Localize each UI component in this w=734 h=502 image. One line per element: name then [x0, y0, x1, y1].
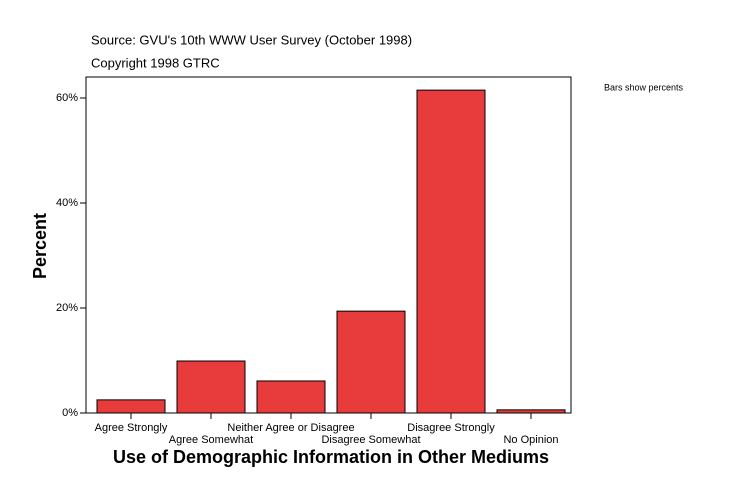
bar: [176, 360, 246, 414]
y-tick-label: 0%: [62, 407, 78, 419]
note: Bars show percents: [604, 82, 684, 92]
plot-frame: [85, 76, 572, 414]
copyright: Copyright 1998 GTRC: [91, 55, 220, 70]
bar: [256, 380, 326, 414]
x-tick-label: Disagree Strongly: [407, 422, 495, 434]
y-tick-label: 60%: [56, 92, 78, 104]
bar: [416, 89, 486, 414]
x-tick-label: Disagree Somewhat: [321, 434, 420, 446]
x-tick-label: Agree Strongly: [95, 422, 168, 434]
y-axis-title: Percent: [30, 213, 50, 279]
bar: [336, 310, 406, 414]
y-tick-label: 20%: [56, 302, 78, 314]
y-tick-label: 40%: [56, 197, 78, 209]
source: Source: GVU's 10th WWW User Survey (Octo…: [91, 32, 412, 47]
x-tick-label: Agree Somewhat: [169, 434, 253, 446]
x-axis-title: Use of Demographic Information in Other …: [113, 447, 549, 467]
bar: [496, 409, 566, 414]
x-tick-label: No Opinion: [503, 434, 558, 446]
bar: [96, 399, 166, 414]
x-tick-label: Neither Agree or Disagree: [227, 422, 354, 434]
